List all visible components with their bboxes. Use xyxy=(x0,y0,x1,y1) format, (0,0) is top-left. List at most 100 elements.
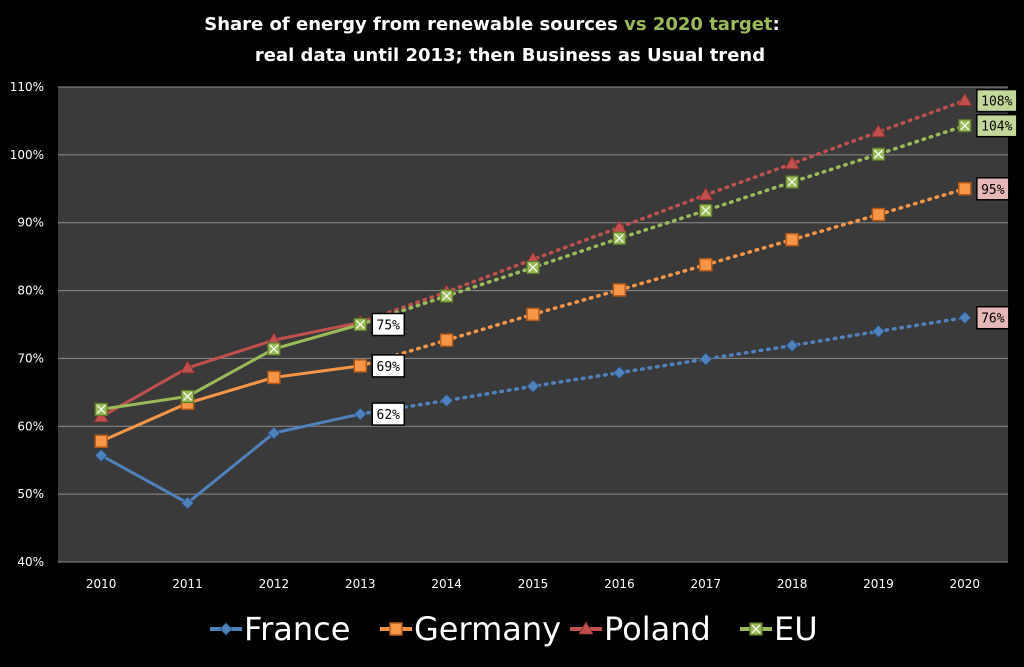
legend-marker-eu xyxy=(749,622,763,636)
marker-cross xyxy=(701,206,711,215)
data-point-eu xyxy=(440,289,454,303)
data-label-box xyxy=(371,312,406,337)
legend-marker-france xyxy=(219,622,233,636)
data-label-text: 69% xyxy=(377,360,401,375)
x-tick-label: 2020 xyxy=(950,577,981,591)
y-tick-label: 100% xyxy=(10,148,44,162)
data-label: 69% xyxy=(371,354,406,378)
series-line-poland xyxy=(100,320,361,419)
x-tick-label: 2019 xyxy=(863,577,894,591)
series-line-eu-trend xyxy=(358,123,967,327)
legend-item-eu: EU xyxy=(740,610,818,648)
data-point-germany xyxy=(267,370,281,385)
data-label: 108% xyxy=(976,88,1018,113)
data-label-text: 76% xyxy=(981,312,1005,327)
data-point-france xyxy=(871,324,886,338)
data-point-germany xyxy=(526,307,540,322)
legend-item-poland: Poland xyxy=(570,610,711,648)
data-point-eu xyxy=(958,119,972,133)
data-point-germany xyxy=(871,207,886,222)
x-tick-label: 2011 xyxy=(172,577,203,591)
data-point-france xyxy=(94,448,108,463)
data-point-poland xyxy=(698,187,714,201)
data-label: 75% xyxy=(371,312,406,337)
chart-title-part1: Share of energy from renewable sources xyxy=(204,14,624,35)
data-label-text: 62% xyxy=(377,408,401,423)
data-point-france xyxy=(785,338,799,353)
y-tick-label: 90% xyxy=(17,216,44,230)
data-point-eu xyxy=(267,342,281,356)
legend-label-eu: EU xyxy=(774,610,818,648)
data-label: 104% xyxy=(976,113,1018,138)
series-line-france xyxy=(100,412,361,505)
data-label-box xyxy=(976,177,1010,201)
data-point-france xyxy=(267,426,281,440)
legend: France Germany Poland EU xyxy=(210,610,818,648)
data-label-box xyxy=(976,88,1018,113)
data-label: 62% xyxy=(371,402,406,426)
y-tick-label: 50% xyxy=(17,487,44,501)
data-point-france xyxy=(699,352,713,366)
data-point-germany xyxy=(698,258,713,272)
chart-title: Share of energy from renewable sources v… xyxy=(204,14,779,35)
data-point-france xyxy=(440,393,454,408)
data-point-germany xyxy=(785,232,799,247)
legend-item-germany: Germany xyxy=(380,610,561,648)
data-label-box xyxy=(371,354,406,378)
x-tick-label: 2018 xyxy=(777,577,808,591)
data-point-eu xyxy=(94,402,108,416)
data-point-france xyxy=(958,311,972,325)
legend-label-poland: Poland xyxy=(604,610,711,648)
marker-cross xyxy=(787,177,797,187)
legend-item-france: France xyxy=(210,610,350,648)
series-line-poland-trend xyxy=(358,98,967,325)
y-tick-label: 110% xyxy=(10,80,44,94)
y-tick-label: 40% xyxy=(17,555,44,569)
data-label-text: 95% xyxy=(981,183,1005,198)
marker-cross xyxy=(874,149,883,159)
marker-cross xyxy=(751,624,761,634)
data-point-eu xyxy=(785,175,799,189)
x-tick-label: 2016 xyxy=(604,577,635,591)
series-line-germany xyxy=(100,364,361,443)
marker-cross xyxy=(614,233,624,243)
marker-cross xyxy=(528,263,538,272)
marker-cross xyxy=(442,291,452,301)
data-label: 76% xyxy=(976,305,1010,330)
legend-label-france: France xyxy=(244,610,350,648)
series-line-germany-trend xyxy=(358,187,967,368)
data-point-poland xyxy=(784,155,800,170)
data-point-france xyxy=(526,379,540,393)
x-tick-label: 2010 xyxy=(86,577,117,591)
plot-area xyxy=(58,87,1008,562)
y-tick-label: 60% xyxy=(17,419,44,433)
data-point-france xyxy=(180,496,195,510)
x-tick-label: 2012 xyxy=(259,577,290,591)
y-tick-label: 80% xyxy=(17,284,44,298)
chart-subtitle: real data until 2013; then Business as U… xyxy=(255,45,765,66)
chart-title-highlight: vs 2020 target xyxy=(624,14,773,35)
chart-title-colon: : xyxy=(773,14,780,35)
series-line-eu xyxy=(100,323,361,411)
data-label-box xyxy=(371,402,406,426)
x-tick-label: 2013 xyxy=(345,577,376,591)
data-point-germany xyxy=(353,359,368,373)
data-point-germany xyxy=(612,283,627,297)
data-point-france xyxy=(612,366,626,380)
x-tick-label: 2015 xyxy=(518,577,549,591)
x-tick-label: 2014 xyxy=(431,577,462,591)
data-point-eu xyxy=(699,203,713,218)
legend-marker-germany xyxy=(389,622,403,636)
data-point-eu xyxy=(612,231,626,245)
data-label: 95% xyxy=(976,177,1010,201)
marker-cross xyxy=(960,121,970,131)
x-tick-label: 2017 xyxy=(690,577,721,591)
data-label-box xyxy=(976,113,1018,138)
data-point-germany xyxy=(94,434,108,448)
data-point-germany xyxy=(439,333,454,347)
legend-label-germany: Germany xyxy=(414,610,561,648)
series-line-france-trend xyxy=(358,315,967,416)
data-point-poland xyxy=(179,360,196,374)
